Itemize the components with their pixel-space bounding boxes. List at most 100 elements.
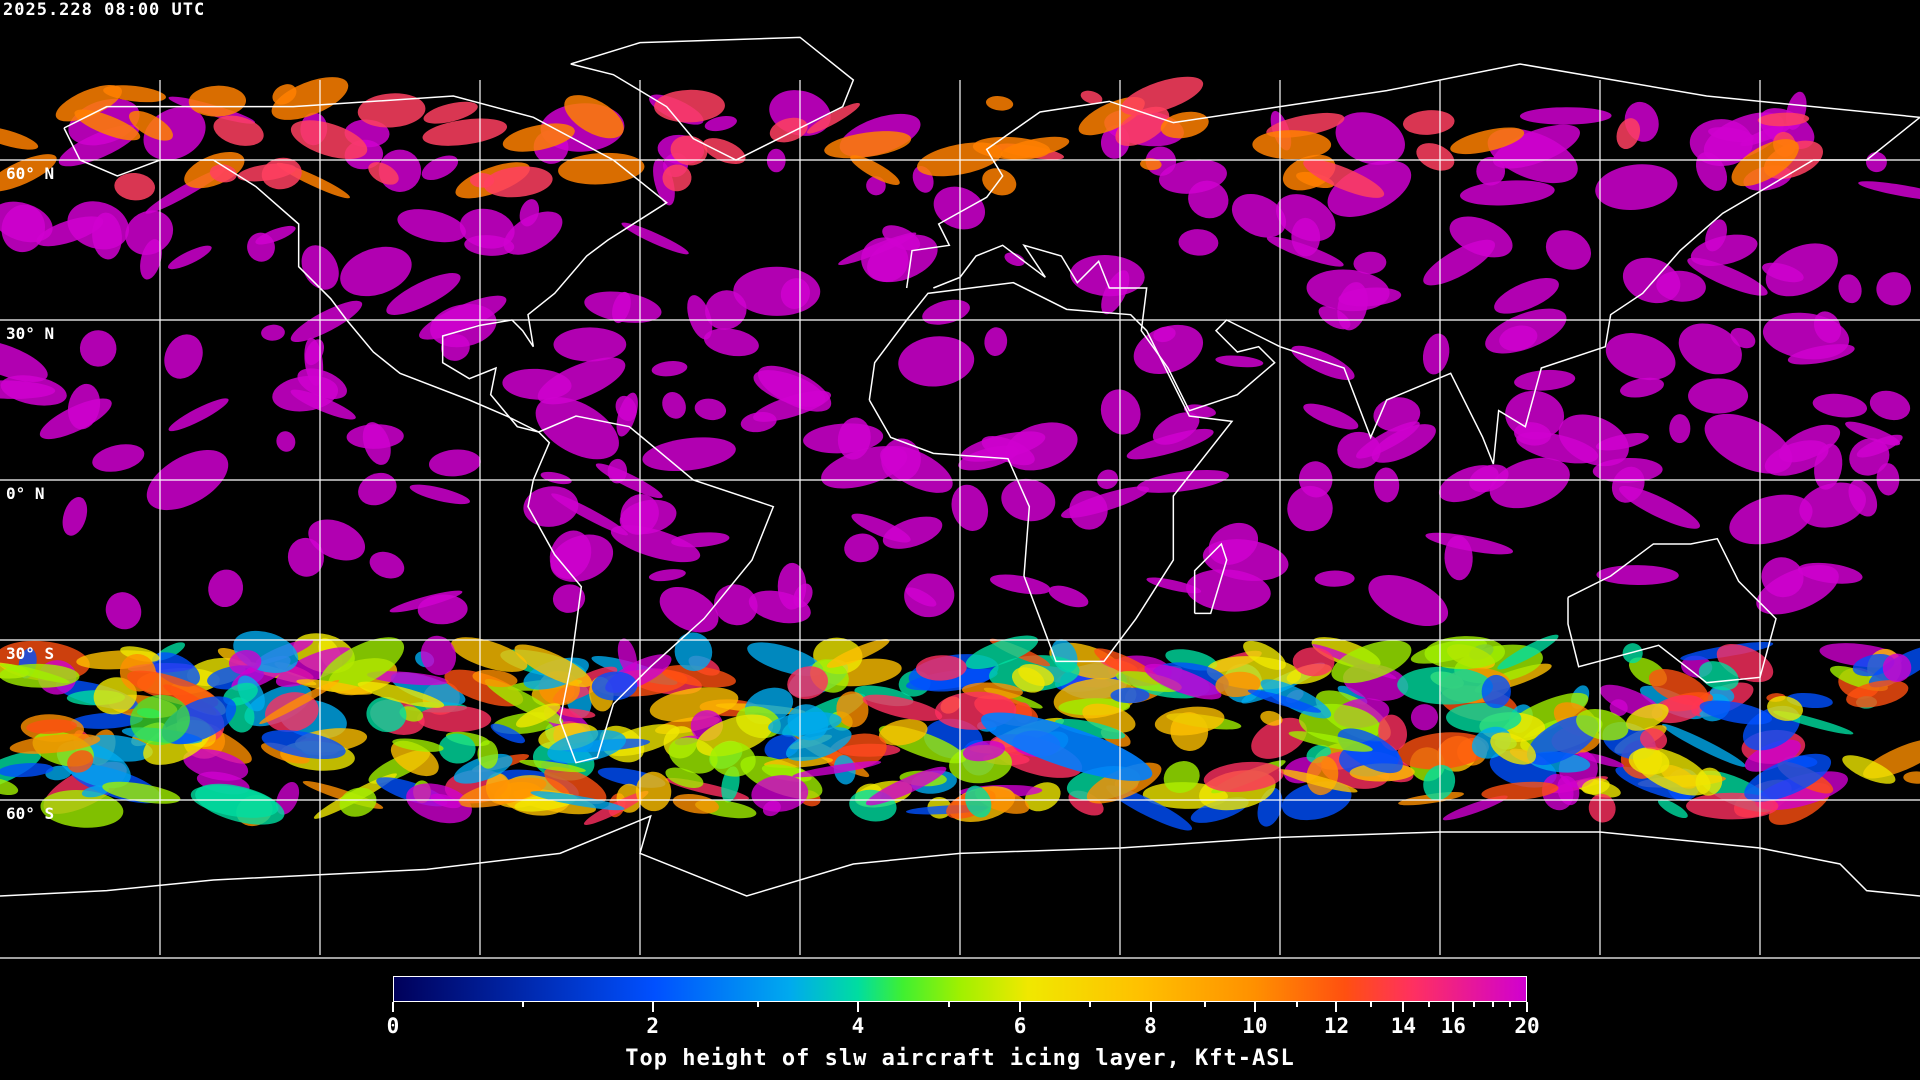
icing-cloud-patch bbox=[55, 85, 122, 122]
icing-cloud-patch bbox=[81, 785, 109, 798]
icing-cloud-patch bbox=[553, 327, 627, 362]
icing-cloud-patch bbox=[1469, 464, 1509, 493]
icing-cloud-patch bbox=[704, 115, 737, 132]
icing-cloud-patch bbox=[665, 767, 704, 788]
icing-cloud-patch bbox=[1266, 236, 1344, 267]
icing-cloud-patch bbox=[1519, 107, 1612, 125]
icing-cloud-patch bbox=[1048, 585, 1089, 608]
icing-cloud-patch bbox=[1055, 718, 1126, 740]
icing-cloud-patch bbox=[792, 760, 882, 778]
icing-cloud-patch bbox=[905, 587, 937, 607]
icing-cloud-patch bbox=[369, 551, 405, 579]
icing-cloud-patch bbox=[1215, 355, 1264, 368]
icing-cloud-patch bbox=[1396, 732, 1489, 770]
coastline-africa bbox=[868, 281, 1234, 663]
icing-cloud-patch bbox=[1097, 469, 1119, 490]
icing-cloud-patch bbox=[438, 733, 476, 764]
icing-cloud-patch bbox=[740, 411, 777, 433]
icing-cloud-patch bbox=[1001, 478, 1056, 522]
icing-cloud-patch bbox=[540, 471, 572, 485]
icing-cloud-patch bbox=[757, 365, 832, 412]
icing-cloud-patch bbox=[1163, 761, 1200, 794]
icing-cloud-patch bbox=[1126, 428, 1214, 460]
colorbar-minor-tick bbox=[1491, 1002, 1494, 1007]
lat-label-30s: 30° S bbox=[6, 644, 55, 663]
icing-cloud-patch bbox=[1494, 277, 1559, 314]
icing-cloud-patch bbox=[761, 764, 812, 782]
icing-cloud-patch bbox=[9, 733, 101, 754]
icing-cloud-patch bbox=[1687, 257, 1768, 296]
icing-cloud-patch bbox=[1203, 761, 1284, 792]
icing-cloud-patch bbox=[1133, 324, 1204, 375]
icing-cloud-patch bbox=[1231, 193, 1287, 238]
icing-cloud-patch bbox=[662, 164, 692, 192]
icing-cloud-patch bbox=[1730, 327, 1756, 349]
icing-cloud-patch bbox=[70, 712, 143, 729]
colorbar-major-tick bbox=[1149, 1002, 1152, 1012]
icing-cloud-patch bbox=[168, 398, 229, 432]
icing-cloud-patch bbox=[933, 186, 986, 230]
icing-cloud-patch bbox=[1838, 274, 1862, 304]
icing-cloud-patch bbox=[1581, 778, 1610, 795]
icing-cloud-patch bbox=[1100, 389, 1141, 435]
icing-cloud-patch bbox=[965, 785, 992, 818]
icing-cloud-patch bbox=[1625, 703, 1669, 731]
icing-map bbox=[0, 36, 1920, 959]
icing-cloud-patch bbox=[787, 666, 829, 700]
icing-cloud-patch bbox=[1416, 143, 1455, 171]
icing-cloud-patch bbox=[514, 644, 592, 688]
icing-cloud-patch bbox=[1371, 424, 1436, 463]
colorbar-minor-tick bbox=[1369, 1002, 1372, 1007]
icing-cloud-patch bbox=[261, 157, 302, 190]
icing-cloud-patch bbox=[607, 458, 628, 484]
icing-cloud-patch bbox=[1276, 194, 1336, 242]
icing-cloud-patch bbox=[397, 209, 466, 243]
icing-cloud-patch bbox=[662, 391, 686, 419]
icing-cloud-patch bbox=[687, 295, 713, 340]
icing-cloud-patch bbox=[1765, 243, 1838, 297]
icing-cloud-patch bbox=[188, 85, 247, 117]
icing-cloud-patch bbox=[1446, 702, 1522, 734]
icing-cloud-patch bbox=[1144, 663, 1222, 700]
icing-cloud-patch bbox=[102, 781, 181, 804]
icing-cloud-patch bbox=[1709, 686, 1735, 704]
icing-cloud-patch bbox=[105, 592, 142, 630]
colorbar-major-tick bbox=[1253, 1002, 1256, 1012]
icing-cloud-patch bbox=[261, 730, 346, 760]
icing-cloud-patch bbox=[1425, 532, 1514, 555]
icing-cloud-patch bbox=[1251, 717, 1307, 759]
icing-cloud-patch bbox=[477, 740, 499, 769]
colorbar-tick-label: 14 bbox=[1390, 1014, 1417, 1038]
icing-cloud-patch bbox=[183, 748, 249, 781]
icing-cloud-patch bbox=[616, 392, 638, 437]
icing-cloud-patch bbox=[357, 681, 445, 708]
icing-cloud-patch bbox=[1688, 378, 1749, 414]
icing-cloud-patch bbox=[1373, 467, 1400, 503]
icing-cloud-patch bbox=[878, 719, 928, 746]
colorbar-tick-label: 8 bbox=[1144, 1014, 1157, 1038]
icing-cloud-patch bbox=[208, 569, 244, 608]
icing-cloud-patch bbox=[1460, 180, 1555, 206]
icing-cloud-patch bbox=[459, 208, 515, 249]
icing-cloud-patch bbox=[1004, 252, 1025, 266]
icing-cloud-patch bbox=[287, 537, 324, 577]
icing-cloud-patch bbox=[1622, 257, 1681, 304]
colorbar-tick-label: 10 bbox=[1242, 1014, 1268, 1038]
icing-cloud-patch bbox=[1744, 753, 1832, 802]
icing-cloud-patch bbox=[621, 222, 689, 255]
icing-cloud-patch bbox=[164, 334, 203, 379]
lat-label-60s: 60° S bbox=[6, 804, 55, 823]
icing-cloud-patch bbox=[1596, 565, 1679, 586]
icing-cloud-patch bbox=[1061, 486, 1150, 519]
icing-cloud-patch bbox=[93, 677, 137, 715]
icing-cloud-patch bbox=[1303, 403, 1359, 430]
icing-cloud-patch bbox=[862, 694, 943, 721]
icing-cloud-patch bbox=[0, 126, 39, 150]
icing-cloud-patch bbox=[483, 166, 553, 198]
icing-cloud-patch bbox=[209, 164, 237, 183]
icing-cloud-patch bbox=[898, 336, 975, 387]
icing-cloud-patch bbox=[1011, 667, 1045, 693]
colorbar-tick-label: 16 bbox=[1440, 1014, 1466, 1038]
icing-cloud-patch bbox=[125, 210, 174, 255]
icing-cloud-patch bbox=[1423, 764, 1456, 801]
